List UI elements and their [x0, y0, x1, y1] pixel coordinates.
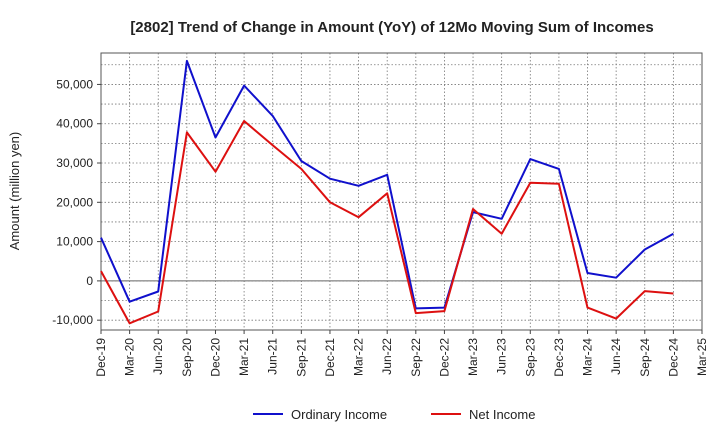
series-layer — [100, 59, 674, 325]
y-tick-label: 20,000 — [56, 195, 93, 209]
x-tick-label: Dec-21 — [323, 338, 337, 377]
x-tick-label: Dec-20 — [208, 338, 222, 377]
x-tick-label: Jun-22 — [380, 338, 394, 375]
y-tick-label: 30,000 — [56, 156, 93, 170]
plot-area — [100, 52, 703, 331]
x-tick-label: Jun-24 — [609, 338, 623, 375]
x-tick-label: Jun-20 — [151, 338, 165, 375]
x-tick-label: Dec-23 — [552, 338, 566, 377]
chart-title: [2802] Trend of Change in Amount (YoY) o… — [130, 19, 653, 36]
x-tick-label: Sep-22 — [409, 338, 423, 377]
x-tick-label: Sep-21 — [294, 338, 308, 377]
x-tick-label: Dec-19 — [94, 338, 108, 377]
x-tick-label: Sep-24 — [638, 338, 652, 377]
x-tick-label: Mar-25 — [695, 338, 709, 376]
x-tick-labels: Dec-19 Mar-20 Jun-20 Sep-20 Dec-20 Mar-21 Jun-… — [94, 330, 709, 377]
x-tick-label: Sep-23 — [523, 338, 537, 377]
grid — [100, 53, 703, 330]
x-tick-label: Jun-23 — [495, 338, 509, 375]
y-axis-label: Amount (million yen) — [7, 132, 22, 251]
x-tick-label: Jun-21 — [266, 338, 280, 375]
x-tick-label: Mar-20 — [123, 338, 137, 376]
y-tick-label: 50,000 — [56, 77, 93, 91]
x-tick-label: Dec-22 — [437, 338, 451, 377]
x-tick-label: Sep-20 — [180, 338, 194, 377]
y-tick-label: 40,000 — [56, 117, 93, 131]
series-line-net-income — [100, 120, 674, 325]
x-tick-label: Mar-23 — [466, 338, 480, 376]
y-tick-label: 10,000 — [56, 235, 93, 249]
y-tick-labels: -10,000 0 10,000 20,000 30,000 40,000 50,000 — [52, 77, 101, 327]
legend-entry: Net Income — [469, 407, 535, 422]
x-tick-label: Mar-21 — [237, 338, 251, 376]
x-tick-label: Mar-22 — [352, 338, 366, 376]
legend-entry: Ordinary Income — [291, 407, 387, 422]
legend: Ordinary Income Net Income — [253, 407, 535, 422]
x-tick-label: Dec-24 — [666, 338, 680, 377]
y-tick-label: -10,000 — [52, 313, 93, 327]
y-tick-label: 0 — [86, 274, 93, 288]
x-tick-label: Mar-24 — [581, 338, 595, 376]
series-line-ordinary-income — [100, 59, 674, 310]
